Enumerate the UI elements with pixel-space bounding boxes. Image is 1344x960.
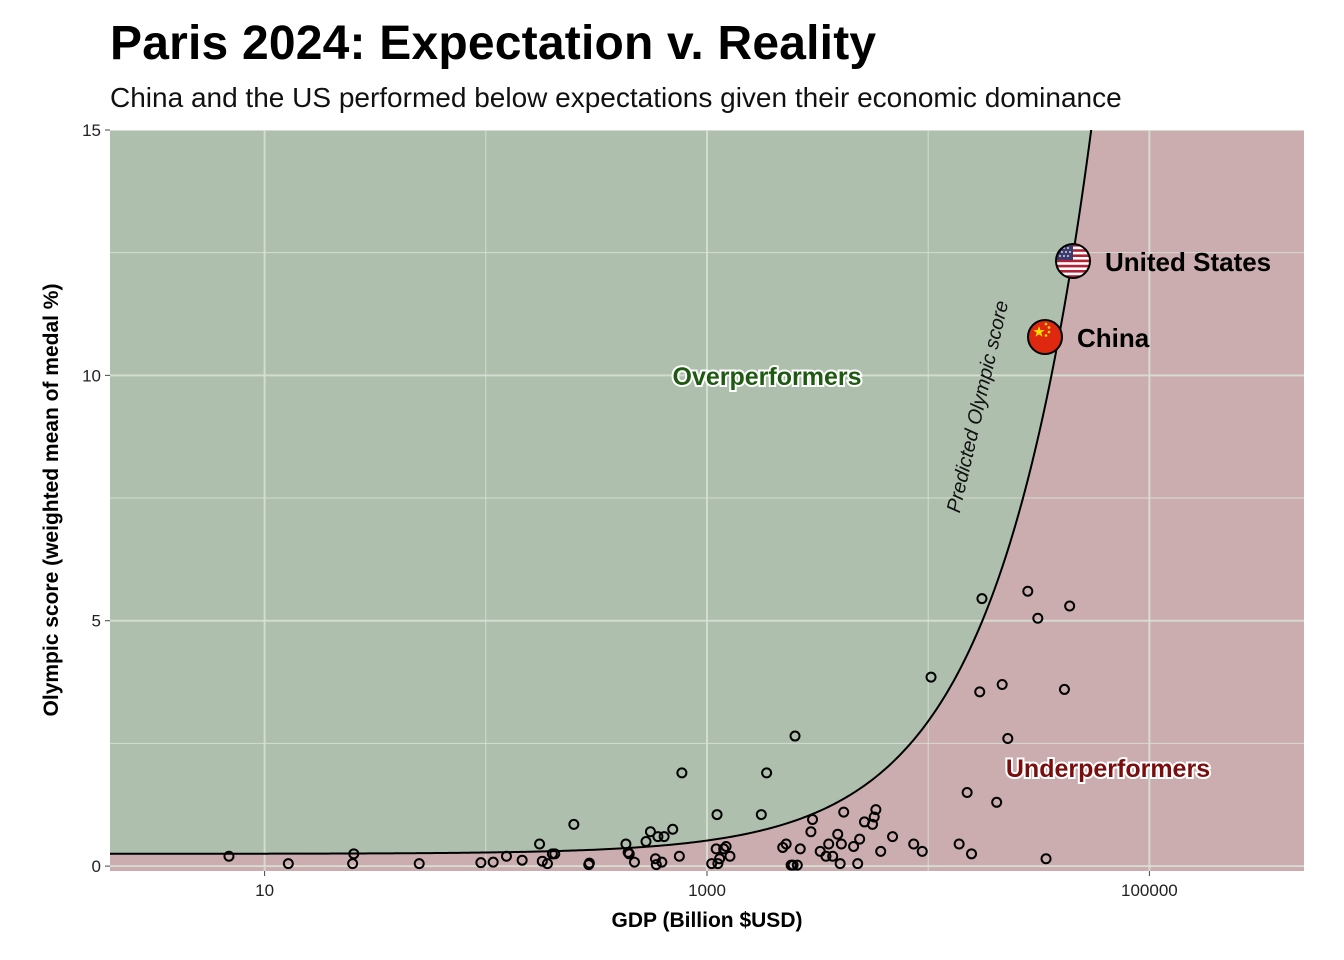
data-point xyxy=(500,850,512,862)
data-point xyxy=(976,593,988,605)
data-point xyxy=(966,848,978,860)
data-point xyxy=(761,767,773,779)
data-point xyxy=(516,854,528,866)
data-point xyxy=(711,809,723,821)
data-point xyxy=(789,730,801,742)
data-point xyxy=(623,848,635,860)
data-point xyxy=(961,786,973,798)
us-flag-icon xyxy=(1055,243,1091,279)
data-point xyxy=(223,850,235,862)
data-point xyxy=(282,858,294,870)
data-point xyxy=(820,850,832,862)
data-point xyxy=(1058,683,1070,695)
data-point xyxy=(832,828,844,840)
data-point xyxy=(887,831,899,843)
data-point xyxy=(658,831,670,843)
data-point xyxy=(534,838,546,850)
data-point xyxy=(974,686,986,698)
data-point xyxy=(348,848,360,860)
data-point xyxy=(656,856,668,868)
data-point xyxy=(835,838,847,850)
y-tick-label: 5 xyxy=(92,612,101,631)
x-tick-label: 1000 xyxy=(688,881,726,900)
data-point xyxy=(838,806,850,818)
y-axis-label: Olympic score (weighted mean of medal %) xyxy=(40,284,63,717)
china-flag-icon xyxy=(1027,319,1063,355)
data-point xyxy=(667,823,679,835)
data-point xyxy=(475,857,487,869)
data-point xyxy=(996,679,1008,691)
data-point xyxy=(650,859,662,871)
data-point xyxy=(834,858,846,870)
y-tick-label: 0 xyxy=(92,857,101,876)
data-point xyxy=(787,859,799,871)
grid-lines xyxy=(110,130,1304,871)
x-tick-label: 100000 xyxy=(1121,881,1178,900)
data-point xyxy=(673,850,685,862)
data-point xyxy=(652,831,664,843)
data-point xyxy=(870,804,882,816)
data-point xyxy=(720,840,732,852)
data-point xyxy=(780,838,792,850)
data-point xyxy=(724,850,736,862)
data-point xyxy=(867,818,878,830)
axis-ticks: 0 5 10 15 10 1000 100000 xyxy=(82,121,1178,900)
chart-subtitle: China and the US performed below expecta… xyxy=(110,82,1122,113)
data-point xyxy=(953,838,965,850)
overperformers-region xyxy=(110,130,1092,854)
data-point xyxy=(644,826,656,838)
data-point xyxy=(916,845,928,857)
y-tick-label: 15 xyxy=(82,121,101,140)
data-point xyxy=(710,843,722,855)
china-label: China xyxy=(1077,323,1150,353)
data-point xyxy=(1064,600,1076,612)
data-point xyxy=(718,843,730,855)
data-point xyxy=(908,838,920,850)
data-point xyxy=(1002,733,1014,744)
data-points xyxy=(223,585,1076,871)
data-point xyxy=(712,858,724,870)
y-tick-label: 10 xyxy=(82,366,101,385)
data-point xyxy=(676,767,688,779)
data-point xyxy=(794,843,806,855)
data-point xyxy=(549,848,561,860)
data-point xyxy=(925,671,937,683)
data-point xyxy=(628,856,640,868)
data-point xyxy=(640,836,652,848)
data-point xyxy=(1040,853,1052,865)
predicted-curve xyxy=(110,130,1093,855)
data-point xyxy=(991,796,1003,808)
data-point xyxy=(536,855,548,867)
data-point xyxy=(714,853,726,865)
data-point xyxy=(755,809,767,821)
overperformers-label: Overperformers xyxy=(673,363,862,391)
data-point xyxy=(1022,585,1034,597)
chart-title: Paris 2024: Expectation v. Reality xyxy=(110,17,877,70)
data-point xyxy=(848,840,860,852)
data-point xyxy=(875,845,887,857)
data-point xyxy=(541,858,553,870)
data-point xyxy=(568,818,580,830)
data-point xyxy=(854,833,866,845)
data-point xyxy=(791,859,803,871)
data-point xyxy=(805,826,817,838)
data-point xyxy=(868,811,880,823)
data-point xyxy=(706,858,718,870)
data-point xyxy=(487,856,499,868)
data-point xyxy=(852,858,864,870)
data-point xyxy=(583,857,595,869)
x-tick-label: 10 xyxy=(255,881,274,900)
x-axis-label: GDP (Billion $USD) xyxy=(612,909,803,932)
data-point xyxy=(413,858,425,870)
data-point xyxy=(823,838,835,850)
underperformers-label: Underperformers xyxy=(1006,755,1210,783)
data-point xyxy=(807,813,819,825)
data-point xyxy=(1032,612,1044,624)
us-label: United States xyxy=(1105,247,1271,277)
data-point xyxy=(827,850,839,862)
